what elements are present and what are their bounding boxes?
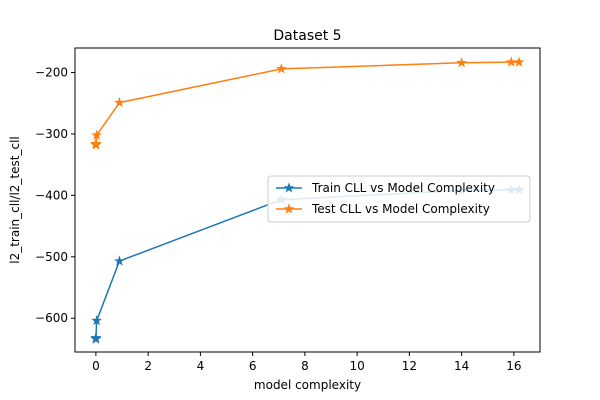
chart-title: Dataset 5 [273, 28, 341, 44]
legend-label-train: Train CLL vs Model Complexity [311, 181, 495, 195]
legend-box [267, 175, 531, 223]
legend-marker-train [283, 182, 295, 193]
x-axis-label: model complexity [254, 378, 361, 392]
data-point-test [91, 129, 103, 140]
y-tick-label: −400 [35, 188, 68, 202]
x-tick-label: 14 [454, 359, 469, 373]
y-tick-label: −300 [35, 127, 68, 141]
legend-label-test: Test CLL vs Model Complexity [311, 202, 490, 216]
legend: Train CLL vs Model Complexity Test CLL v… [267, 175, 531, 223]
data-point-test [456, 57, 468, 68]
y-tick-label: −500 [35, 250, 68, 264]
legend-marker-test [283, 203, 295, 214]
x-tick-label: 16 [506, 359, 521, 373]
x-tick-label: 8 [301, 359, 309, 373]
y-axis-label: l2_train_cll/l2_test_cll [8, 136, 22, 264]
data-point-test [113, 96, 125, 108]
y-tick-label: −600 [35, 311, 68, 325]
data-point-train [90, 332, 102, 343]
y-tick-label: −200 [35, 66, 68, 80]
axis-ticks: 0 2 4 6 8 10 12 14 16 −600 −500 −400 −300 −200 [35, 66, 521, 373]
x-tick-label: 2 [144, 359, 152, 373]
x-tick-label: 10 [349, 359, 364, 373]
data-point-train [113, 255, 125, 266]
data-point-test [275, 63, 287, 74]
data-point-train [91, 314, 103, 326]
x-tick-label: 6 [249, 359, 257, 373]
data-point-test [513, 56, 525, 67]
x-tick-label: 4 [197, 359, 205, 373]
x-tick-label: 0 [92, 359, 100, 373]
x-tick-label: 12 [402, 359, 417, 373]
axes-frame [74, 47, 541, 353]
data-point-test [90, 138, 102, 149]
